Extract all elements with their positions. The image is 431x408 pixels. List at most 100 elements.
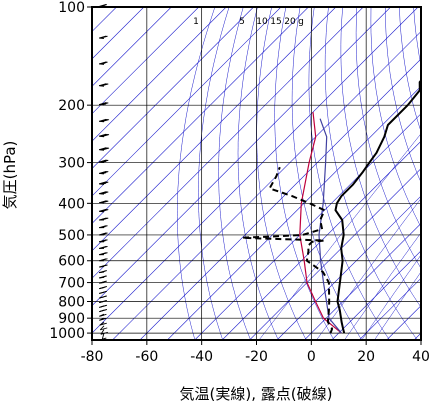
dry-adiabat-grid (177, 7, 421, 340)
wind-barb (98, 264, 108, 268)
wind-barb-flag (100, 327, 108, 331)
wind-barb-half-flag (101, 103, 107, 106)
wind-barb (98, 102, 109, 106)
isotherm-line (304, 222, 421, 340)
x-axis-label: 気温(実線), 露点(破線) (180, 385, 333, 403)
mixing-ratio-line (316, 198, 421, 340)
parcel-line (299, 112, 342, 334)
y-tick-label: 900 (58, 311, 85, 327)
wind-barb (99, 295, 108, 299)
y-tick-label: 600 (58, 254, 85, 270)
y-tick-label: 100 (58, 0, 85, 16)
wind-barb-flag (100, 252, 108, 256)
wind-barb-flag (101, 134, 110, 137)
dry-adiabat-line (218, 7, 251, 340)
mixing-ratio-label: 15 (270, 17, 281, 27)
parcel-line (318, 118, 342, 334)
wind-barb-flag (99, 309, 108, 312)
wind-barb (98, 217, 109, 221)
wind-barb-half-flag (100, 286, 105, 289)
isotherm-line (92, 7, 172, 87)
x-axis: -80 -60 -40 -20 0 20 40 (81, 340, 430, 365)
mixing-ratio-line (374, 271, 421, 340)
dry-adiabat-line (256, 7, 307, 340)
isotherm-line (249, 168, 421, 340)
x-tick-label: -60 (135, 349, 158, 365)
wind-barb (99, 321, 107, 326)
mixing-ratio-label: 20 (284, 17, 296, 27)
wind-barb (98, 232, 108, 236)
dewpoint-line (241, 166, 334, 334)
wind-barb-half-flag (100, 271, 105, 273)
wind-barb-flag (99, 295, 108, 299)
wind-barb (98, 147, 110, 151)
wind-barb-half-flag (100, 281, 105, 284)
wind-barb-half-flag (100, 323, 105, 326)
wind-barb-flag (101, 217, 109, 221)
wind-barb (99, 313, 107, 317)
wind-barb (99, 317, 107, 321)
x-tick-label: -80 (81, 349, 104, 365)
wind-barb-half-flag (100, 276, 105, 279)
wind-barb (98, 35, 108, 40)
wind-barb (98, 170, 109, 175)
wind-barb-flag (101, 83, 109, 87)
wind-barb-half-flag (99, 314, 105, 317)
wind-barb-half-flag (99, 318, 105, 321)
dry-adiabat-line (370, 7, 421, 228)
isotherm-line (92, 7, 282, 197)
isotherm-line (112, 31, 421, 340)
isotherm-line (359, 277, 421, 340)
wind-barb (98, 270, 107, 274)
wind-barb-flag (100, 264, 108, 268)
dry-adiabat-line (274, 7, 335, 340)
isotherm-line (92, 7, 337, 252)
wind-barb (98, 118, 110, 123)
wind-barb-half-flag (102, 337, 107, 340)
mixing-ratio-label: g (298, 17, 304, 27)
y-tick-label: 700 (58, 276, 85, 292)
wind-barb (98, 275, 107, 279)
wind-barb-flag (99, 304, 108, 308)
mixing-ratio-label: 5 (239, 17, 245, 27)
wind-barb-half-flag (101, 160, 107, 163)
wind-barb-flag (99, 290, 108, 294)
isotherm-line (92, 7, 199, 115)
y-tick-label: 500 (58, 228, 85, 244)
mixing-ratio-labels: 1 5 10 15 20 g (193, 17, 304, 27)
wind-barb-staff (99, 325, 105, 331)
dry-adiabat-line (399, 7, 421, 133)
parcel-lines (299, 112, 342, 334)
temperature-grid (92, 7, 421, 340)
dry-adiabat-line (340, 7, 421, 308)
isotherm-line (276, 195, 421, 340)
wind-barb-half-flag (101, 62, 106, 65)
wind-barb (98, 191, 109, 195)
y-tick-label: 300 (58, 156, 85, 172)
y-tick-label: 800 (58, 294, 85, 310)
dry-adiabat-line (355, 7, 421, 269)
y-tick-label: 200 (58, 98, 85, 114)
x-tick-label: -20 (245, 349, 268, 365)
mixing-ratio-grid (258, 133, 421, 340)
wind-barb (98, 258, 108, 262)
wind-barb (98, 200, 109, 204)
mixing-ratio-line (361, 254, 421, 340)
wind-barb-flag (101, 209, 109, 213)
wind-barb (99, 309, 108, 313)
wind-barb-staff (100, 329, 105, 335)
wind-barb-flag (99, 299, 108, 303)
dry-adiabat-line (198, 7, 230, 340)
sounding-series (241, 79, 421, 334)
wind-barb (98, 245, 108, 249)
wind-barb-flag (101, 119, 110, 123)
wind-barb (99, 290, 108, 294)
wind-barb (99, 299, 108, 304)
x-tick-label: 20 (357, 349, 375, 365)
wind-barb (98, 225, 108, 229)
dry-adiabat-line (177, 7, 216, 340)
wind-barb-flag (100, 245, 108, 249)
y-axis-label: 気圧(hPa) (1, 141, 19, 210)
x-tick-label: 0 (307, 349, 316, 365)
wind-barb (99, 325, 108, 331)
